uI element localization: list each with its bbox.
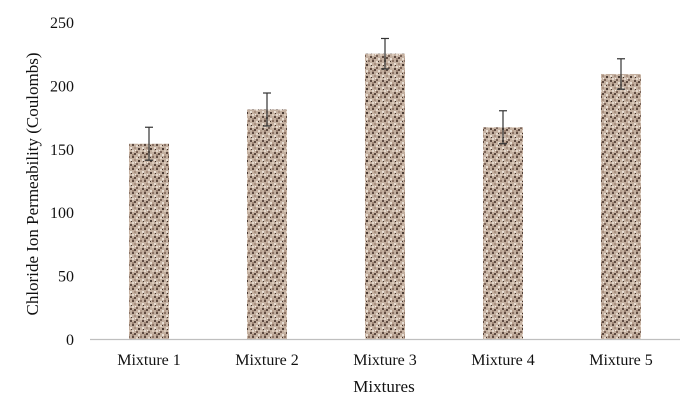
y-tick-label: 200: [50, 78, 74, 95]
x-axis-title: Mixtures: [353, 377, 414, 396]
bar-1: [129, 143, 169, 339]
x-tick-label: Mixture 3: [353, 352, 417, 369]
bars: [129, 53, 641, 339]
y-tick-label: 100: [50, 205, 74, 222]
bar-4: [483, 127, 523, 339]
bar-5: [601, 73, 641, 339]
error-bars: [145, 37, 625, 161]
x-tick-label: Mixture 5: [589, 352, 653, 369]
y-axis-title: Chloride Ion Permeability (Coulombs): [23, 53, 42, 316]
y-tick-label: 150: [50, 142, 74, 159]
bar-3: [365, 53, 405, 339]
x-tick-label: Mixture 2: [235, 352, 299, 369]
y-tick-label: 0: [66, 332, 74, 349]
x-tick-label: Mixture 1: [117, 352, 181, 369]
x-axis-ticks: Mixture 1 Mixture 2 Mixture 3 Mixture 4 Mixt…: [117, 352, 653, 369]
y-tick-label: 50: [58, 269, 74, 286]
y-tick-label: 250: [50, 15, 74, 32]
x-tick-label: Mixture 4: [471, 352, 535, 369]
bar-2: [247, 109, 287, 339]
y-axis-ticks: 0 50 100 150 200 250: [50, 15, 74, 349]
